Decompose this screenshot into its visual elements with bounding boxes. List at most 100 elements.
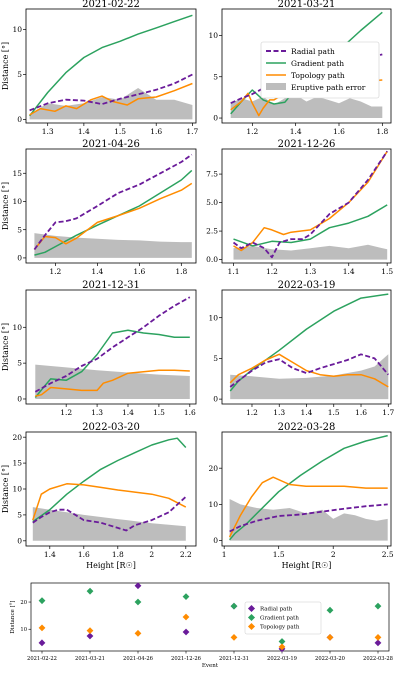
bottom-legend-radial-label: Radial path xyxy=(260,607,293,613)
gradient-path-line xyxy=(229,293,389,392)
summary-x-tick-label: 2022-03-20 xyxy=(315,656,345,662)
summary-x-tick-label: 2021-12-31 xyxy=(219,656,249,662)
x-axis-label: Height [R☉] xyxy=(86,561,136,570)
panel-title: 2021-04-26 xyxy=(82,139,140,150)
axes-frame xyxy=(25,148,197,264)
bottom-legend: Radial path Gradient path Topology path xyxy=(244,601,322,635)
topology-path-line xyxy=(229,353,389,388)
x-tick-label: 1.6 xyxy=(78,550,90,559)
y-tick-label: 15 xyxy=(12,459,22,468)
y-tick-label: 0 xyxy=(213,114,218,123)
x-tick-label: 1.8 xyxy=(376,127,388,136)
panel-2021-04-26: 1.2 1.4 1.6 1.8 0 5 10 15 2021-04-26 Distance [°] xyxy=(1,139,197,276)
x-tick-label: 1.5 xyxy=(153,408,165,417)
summary-y-tick-label: 20 xyxy=(20,600,27,606)
y-tick-label: 10 xyxy=(12,197,22,206)
x-tick-label: 1.7 xyxy=(186,127,198,136)
y-tick-label: 5 xyxy=(213,72,218,81)
radial-marker xyxy=(374,639,382,647)
x-tick-label: 1 xyxy=(222,550,227,559)
gradient-path-line xyxy=(233,204,388,247)
x-tick-label: 1.2 xyxy=(246,127,258,136)
legend-radial-label: Radial path xyxy=(291,47,335,56)
panel-2021-03-21: 1.2 1.4 1.6 1.8 0 5 10 2021-03-21 xyxy=(208,0,392,136)
panel-2021-12-26: 1.1 1.2 1.3 1.4 1.5 0.0 2.5 5.0 7.5 2021-12-26 xyxy=(206,139,393,276)
gradient-marker xyxy=(278,638,286,645)
gradient-path-line xyxy=(29,14,193,117)
legend: Radial path Gradient path Topology path … xyxy=(260,41,380,99)
radial-path-line xyxy=(232,150,388,259)
gradient-path-line xyxy=(34,169,193,256)
panel-title: 2022-03-19 xyxy=(278,280,336,291)
x-tick-label: 1.3 xyxy=(42,127,54,136)
topology-marker xyxy=(134,629,142,637)
x-tick-label: 1.2 xyxy=(266,267,278,276)
y-tick-label: 5 xyxy=(213,354,218,363)
panel-title: 2021-02-22 xyxy=(82,0,140,10)
legend-gradient-label: Gradient path xyxy=(291,59,344,68)
topology-marker xyxy=(230,634,238,641)
y-tick-label: 10 xyxy=(12,323,22,332)
topology-marker xyxy=(278,643,286,651)
x-tick-label: 1.6 xyxy=(184,408,196,417)
radial-path-line xyxy=(34,296,191,393)
y-axis-label: Distance [°] xyxy=(1,182,10,230)
radial-marker xyxy=(182,628,190,636)
bottom-legend-topology-marker xyxy=(247,622,256,631)
radial-marker xyxy=(38,639,46,647)
y-tick-label: 0.0 xyxy=(206,255,218,264)
topology-marker xyxy=(38,624,46,632)
y-tick-label: 5 xyxy=(17,70,22,79)
x-tick-label: 1.4 xyxy=(301,408,313,417)
legend-error-swatch xyxy=(266,83,286,90)
bottom-legend-topology-label: Topology path xyxy=(260,625,300,631)
radial-path-line xyxy=(29,73,193,112)
panel-title: 2021-03-21 xyxy=(278,0,336,10)
y-tick-label: 5 xyxy=(17,359,22,368)
x-tick-label: 2.2 xyxy=(180,550,192,559)
x-tick-label: 2 xyxy=(149,550,154,559)
radial-path-line xyxy=(229,503,388,533)
x-tick-label: 1.2 xyxy=(49,267,61,276)
gradient-marker xyxy=(230,602,238,610)
y-tick-label: 0 xyxy=(213,536,218,545)
x-tick-label: 1.4 xyxy=(122,408,134,417)
legend-topology-label: Topology path xyxy=(291,71,345,80)
panel-2021-02-22: 1.3 1.4 1.5 1.6 1.7 0 5 10 2021-02-22 Distance [°… xyxy=(1,0,199,136)
y-tick-label: 10 xyxy=(208,31,218,40)
topology-path-line xyxy=(35,369,190,397)
x-axis-label: Height [R☉] xyxy=(282,561,332,570)
x-tick-label: 1.4 xyxy=(78,127,90,136)
topology-marker xyxy=(86,627,94,634)
gradient-marker xyxy=(38,597,46,605)
gradient-marker xyxy=(182,593,190,600)
x-tick-label: 1.3 xyxy=(91,408,103,417)
summary-x-tick-label: 2021-02-22 xyxy=(27,656,57,662)
topology-marker xyxy=(182,613,190,621)
summary-x-tick-label: 2022-03-28 xyxy=(363,656,393,662)
y-axis-label: Distance [°] xyxy=(1,323,10,371)
y-tick-label: 0 xyxy=(213,395,218,404)
x-tick-label: 2 xyxy=(331,550,336,559)
y-tick-label: 5 xyxy=(17,511,22,520)
topology-marker xyxy=(374,634,382,641)
y-tick-label: 0 xyxy=(17,115,22,124)
y-tick-label: 20 xyxy=(12,433,22,442)
event-summary-panel: 2021-02-22 2021-03-21 2021-04-26 2021-12-26… xyxy=(10,582,393,669)
x-tick-label: 1.6 xyxy=(133,267,145,276)
panel-2022-03-28: 1 1.5 2 2.5 0 10 20 2022-03-28 Height [R☉] xyxy=(208,422,393,570)
error-band xyxy=(233,244,388,260)
summary-x-tick-label: 2021-12-26 xyxy=(171,656,201,662)
gradient-path-line xyxy=(34,329,190,398)
error-band xyxy=(230,354,389,400)
panel-2022-03-20: 1.4 1.6 1.8 2 2.2 0 5 10 15 20 2022-03-20 Distance … xyxy=(1,422,197,570)
legend-error-label: Eruptive path error xyxy=(291,83,366,92)
summary-x-axis-label: Event xyxy=(202,663,219,669)
bottom-legend-radial-marker xyxy=(247,604,256,613)
gradient-marker xyxy=(374,602,382,610)
x-tick-label: 1.8 xyxy=(112,550,124,559)
panel-title: 2021-12-26 xyxy=(278,139,336,150)
x-tick-label: 1.4 xyxy=(343,267,355,276)
x-tick-label: 1.6 xyxy=(150,127,162,136)
